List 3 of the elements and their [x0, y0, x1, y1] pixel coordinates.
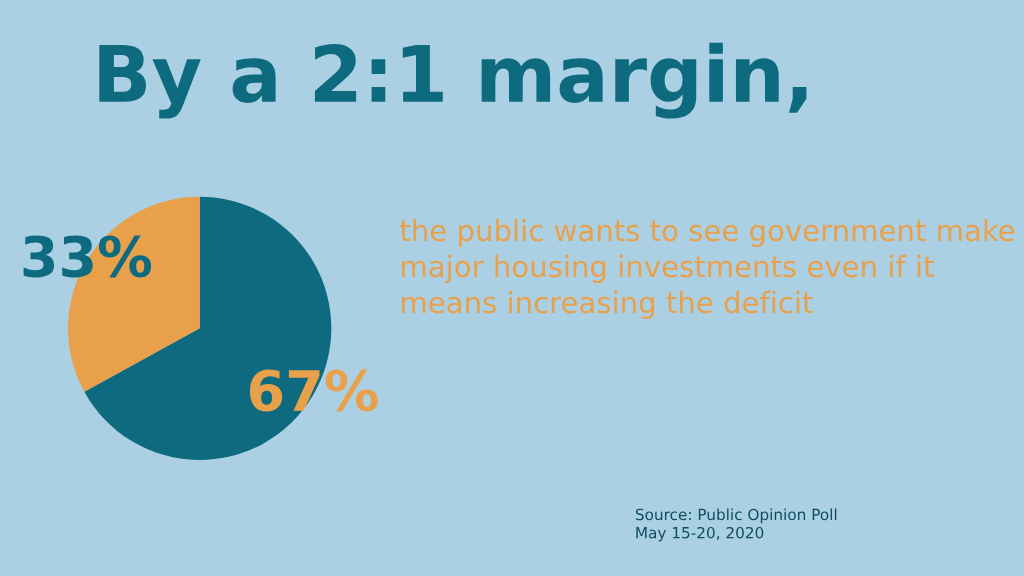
chart-title: By a 2:1 margin,: [99, 42, 807, 119]
source-note: Source: Public Opinion Poll May 15-20, 2020: [635, 508, 837, 542]
text: the public wants to see government make major housing investments even if it means increasing the deficit: [400, 218, 1015, 320]
